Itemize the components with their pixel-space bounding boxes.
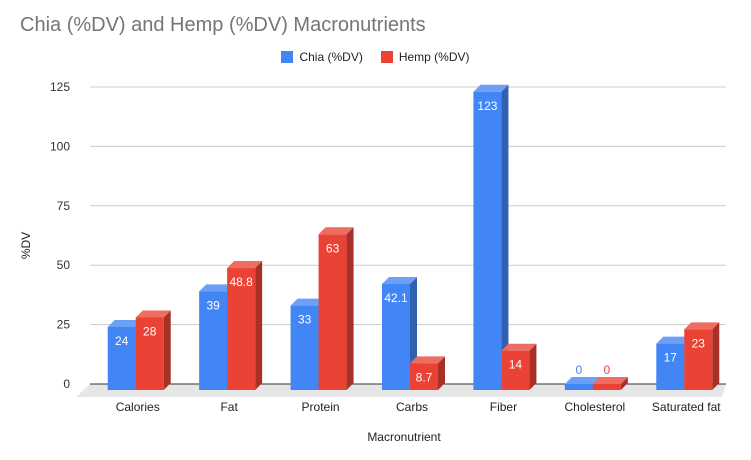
bar-chia [107,326,136,390]
data-label: 0 [576,363,583,377]
x-tick-label: Cholesterol [565,400,626,414]
bar-top [290,298,326,306]
bar-top [656,336,692,344]
x-tick-label: Saturated fat [652,400,721,414]
bar-top [382,276,417,284]
data-label: 28 [143,324,157,338]
data-label: 63 [326,241,340,255]
y-tick-label: 50 [57,258,71,272]
bar-top [564,377,600,384]
bar-hemp [410,363,438,390]
legend-item-hemp[interactable]: Hemp (%DV) [380,50,470,64]
data-label: 123 [477,99,497,113]
bar-top [318,227,354,235]
data-label: 0 [604,363,611,377]
x-tick-label: Calories [116,400,160,414]
bar-side [712,322,720,390]
bar-side [529,343,537,390]
x-tick-label: Protein [302,400,340,414]
bar-hemp [501,350,530,390]
y-axis-title: %DV [19,232,33,259]
x-tick-label: Carbs [396,400,428,414]
data-label: 23 [692,336,706,350]
legend-label-chia: Chia (%DV) [299,50,363,64]
bar-chia [473,91,502,390]
bar-side [501,84,509,390]
legend-item-chia[interactable]: Chia (%DV) [281,50,363,64]
bar-chia [382,283,410,390]
chart-title: Chia (%DV) and Hemp (%DV) Macronutrients [20,14,426,36]
y-tick-label: 75 [57,199,71,213]
legend: Chia (%DV) Hemp (%DV) [0,50,751,64]
bar-top [592,377,628,384]
data-label: 24 [115,334,129,348]
bar-side [620,377,628,390]
data-label: 33 [298,313,312,327]
legend-swatch-chia [281,51,294,63]
bar-hemp [318,234,347,390]
bar-side [255,261,263,390]
bar-side [163,310,171,390]
x-tick-label: Fat [220,400,238,414]
bar-hemp [684,329,713,390]
legend-swatch-hemp [380,51,393,63]
bar-chia [656,343,685,390]
bar-top [199,284,235,292]
data-label: 14 [509,358,523,372]
y-tick-label: 125 [50,80,70,94]
bar-top [227,261,263,269]
x-tick-label: Fiber [490,400,517,414]
data-label: 42.1 [384,291,408,305]
bar-top [135,310,171,318]
data-label: 17 [664,351,678,365]
bar-chia [199,291,228,390]
bar-chia [290,305,319,390]
bar-top [501,343,537,351]
bar-hemp [227,268,256,390]
x-axis-title: Macronutrient [367,430,441,444]
data-label: 39 [206,298,220,312]
y-tick-label: 100 [50,139,70,153]
bar-top [684,322,720,330]
data-label: 48.8 [229,275,253,289]
y-tick-label: 25 [57,318,71,332]
bar-hemp [592,384,621,390]
y-tick-label: 0 [63,377,70,391]
legend-label-hemp: Hemp (%DV) [398,50,470,64]
bar-side [438,356,445,390]
bar-top [473,84,509,92]
data-label: 8.7 [416,370,433,384]
bar-top [410,356,445,364]
bar-chia [564,384,593,390]
bar-hemp [135,317,164,390]
bar-top [107,319,143,327]
bar-side [346,227,354,390]
